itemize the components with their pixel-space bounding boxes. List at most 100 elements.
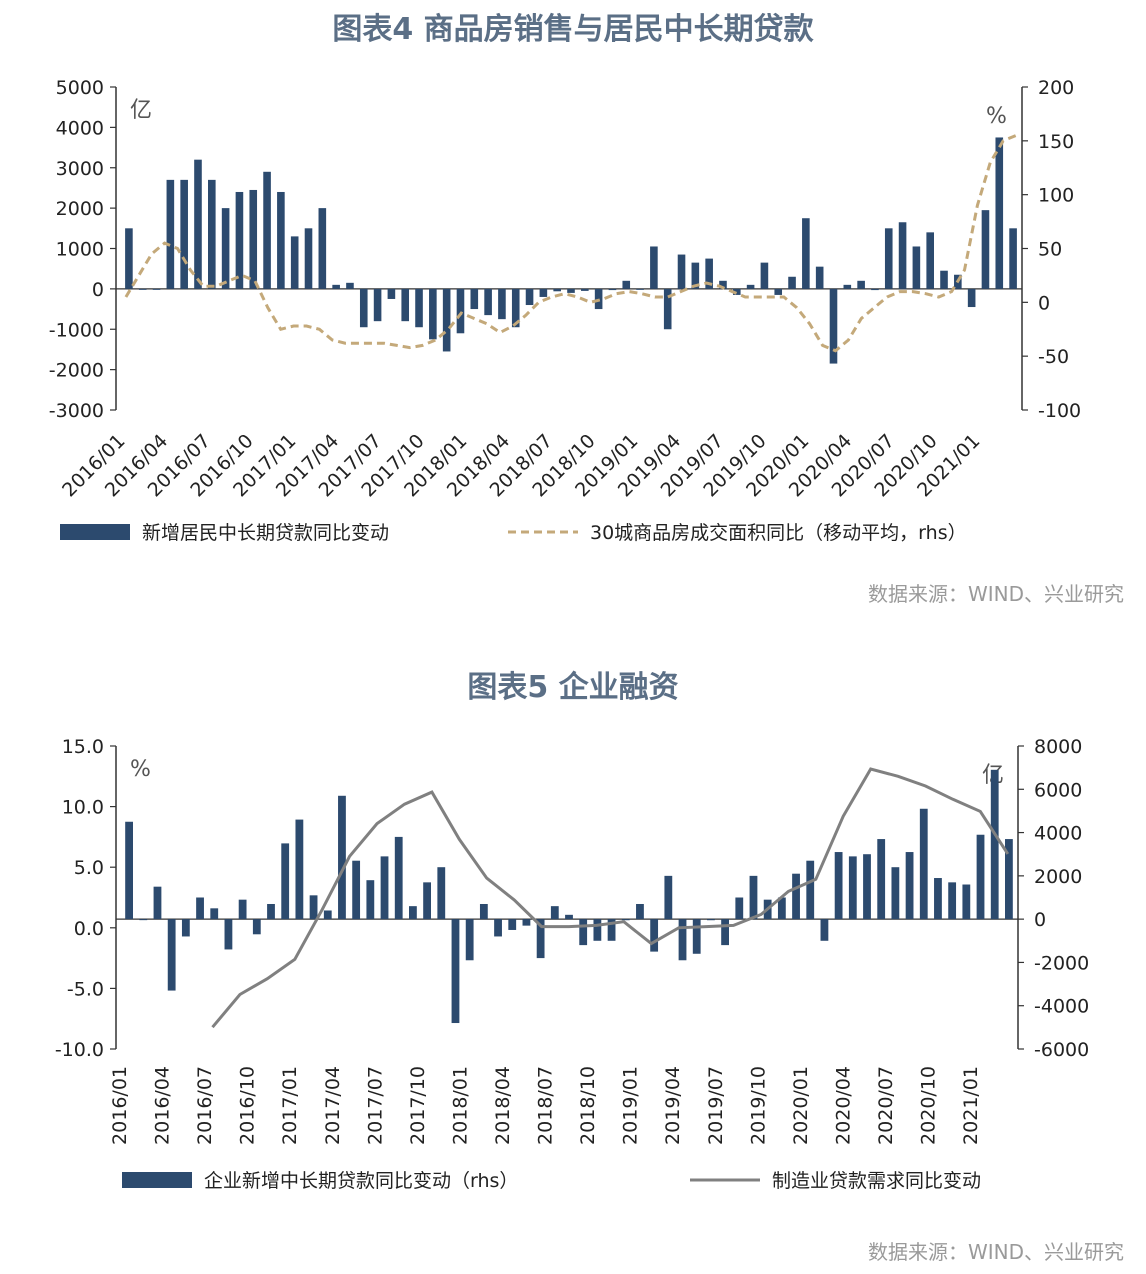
data-bar [194,159,202,289]
data-bar [863,854,871,920]
x-tick-label: 2019/04 [662,1066,684,1145]
data-bar [465,919,474,961]
data-bar [848,856,857,920]
data-bar [948,882,957,920]
left-tick-label: -5.0 [67,978,104,1000]
data-bar [912,246,921,289]
x-tick-label: 2017/10 [407,1066,429,1145]
data-bar [705,258,713,289]
data-bar [415,288,423,328]
data-bar [498,288,506,320]
data-bar [437,867,446,920]
data-bar [898,222,907,289]
data-bar [221,208,230,289]
data-bar [522,919,531,926]
data-bar [484,288,492,316]
data-bar [677,254,686,289]
data-bar [565,914,573,920]
legend-line-label: 30城商品房成交面积同比（移动平均，rhs） [590,522,967,544]
data-bar [995,137,1004,289]
left-tick-label: -2000 [49,360,104,382]
data-bar [180,179,188,289]
right-tick-label: 200 [1038,77,1074,99]
left-tick-label: 15.0 [62,736,104,758]
data-bar [167,919,176,991]
data-bar [891,867,900,920]
data-bar [567,288,575,293]
right-tick-label: 6000 [1034,779,1082,801]
legend-bar-label: 企业新增中长期贷款同比变动（rhs） [204,1170,518,1192]
x-tick-label: 2016/10 [237,1066,259,1145]
data-bar [525,288,534,306]
right-tick-label: -6000 [1034,1039,1089,1061]
data-bar [366,880,375,920]
x-tick-label: 2017/04 [322,1066,344,1145]
data-bar [281,843,290,920]
left-tick-label: 2000 [56,198,104,220]
data-bar [451,919,460,1024]
data-bar [829,288,838,364]
data-bar [346,282,354,289]
data-bar [267,903,275,920]
data-line [124,134,1017,353]
legend-line-label: 制造业贷款需求同比变动 [772,1170,981,1192]
data-bar [777,897,786,920]
data-bar [919,808,928,920]
x-tick-label: 2017/07 [364,1066,386,1145]
data-bar [224,919,233,950]
data-bar [249,189,258,289]
data-bar [387,288,396,299]
data-bar [990,769,999,920]
x-tick-label: 2016/04 [152,1066,174,1145]
data-bar [539,288,548,297]
data-bar [721,919,729,946]
data-bar [401,288,410,322]
data-bar [636,288,644,290]
x-tick-label: 2020/01 [790,1066,812,1145]
chart1-svg: 500040003000200010000-1000-2000-30002001… [49,77,1081,544]
data-bar [181,919,190,937]
data-bar [663,288,672,330]
data-bar [263,171,271,289]
x-tick-label: 2021/01 [960,1066,982,1145]
data-bar [295,819,304,920]
data-bar [553,288,561,292]
x-tick-label: 2018/10 [577,1066,599,1145]
right-tick-label: -2000 [1034,952,1089,974]
data-bar [210,908,219,920]
data-bar [746,284,755,289]
legend-bar-label: 新增居民中长期贷款同比变动 [142,522,389,544]
left-unit-label: 亿 [130,98,152,123]
left-tick-label: -10.0 [55,1039,104,1061]
data-bar [608,288,617,291]
data-bar [843,284,852,289]
data-bar [857,280,865,289]
data-bar [691,262,700,289]
x-tick-label: 2020/10 [918,1066,940,1145]
data-bar [792,873,800,920]
data-bar [962,884,971,920]
data-bar [871,288,879,291]
data-bar [934,878,942,920]
x-tick-label: 2019/10 [747,1066,769,1145]
right-tick-label: 2000 [1034,866,1082,888]
left-tick-label: 4000 [56,117,104,139]
x-tick-label: 2017/01 [279,1066,301,1145]
data-bar [802,218,810,289]
x-tick-label: 2019/07 [705,1066,727,1145]
legend-bar-swatch [122,1172,192,1188]
data-bar [593,919,602,941]
data-line [211,767,1010,1029]
right-tick-label: 150 [1038,131,1074,153]
data-bar [166,179,175,289]
data-bar [479,903,488,920]
data-bar [550,906,559,920]
data-bar [1009,228,1017,289]
data-bar [749,875,758,920]
chart1-source: 数据来源：WIND、兴业研究 [867,582,1124,606]
right-tick-label: 50 [1038,239,1062,261]
data-bar [352,860,361,920]
data-bar [884,228,893,289]
data-bar [788,276,796,289]
data-bar [235,191,244,289]
